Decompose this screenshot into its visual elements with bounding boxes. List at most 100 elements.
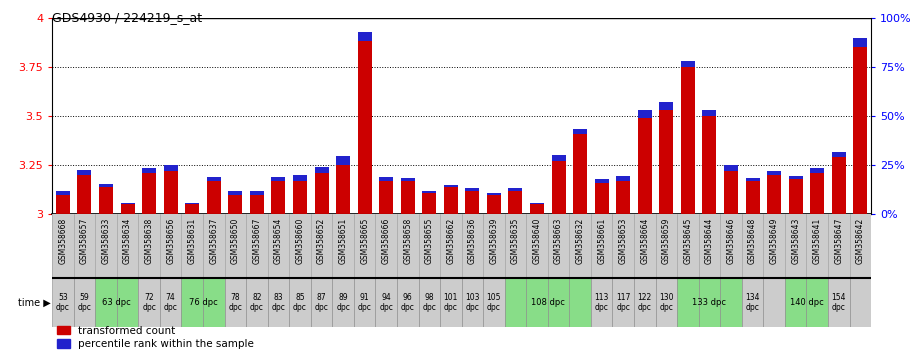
Bar: [724, 171, 738, 214]
Text: GSM358660: GSM358660: [296, 217, 305, 264]
Bar: [336, 156, 350, 165]
Bar: [509, 190, 522, 214]
Bar: [203, 278, 224, 327]
Text: GSM358653: GSM358653: [619, 217, 628, 264]
Text: GSM358640: GSM358640: [533, 217, 542, 264]
Bar: [810, 168, 824, 173]
Bar: [95, 278, 117, 327]
Bar: [418, 278, 440, 327]
Text: GSM358642: GSM358642: [856, 217, 865, 264]
Bar: [78, 175, 92, 214]
Bar: [444, 187, 458, 214]
Text: GSM358655: GSM358655: [425, 217, 434, 264]
Bar: [52, 278, 74, 327]
Bar: [660, 102, 673, 110]
Bar: [509, 188, 522, 190]
Bar: [660, 110, 673, 214]
Bar: [311, 278, 332, 327]
Legend: transformed count, percentile rank within the sample: transformed count, percentile rank withi…: [58, 326, 254, 349]
Text: 154
dpc: 154 dpc: [832, 293, 846, 312]
Bar: [268, 278, 289, 327]
Text: GSM358643: GSM358643: [791, 217, 800, 264]
Bar: [832, 157, 845, 214]
Bar: [185, 204, 199, 214]
Bar: [810, 173, 824, 214]
Bar: [185, 203, 199, 204]
Bar: [505, 278, 526, 327]
Text: 87
dpc: 87 dpc: [315, 293, 328, 312]
Bar: [703, 110, 716, 116]
Bar: [56, 194, 70, 214]
Bar: [612, 278, 634, 327]
Bar: [526, 278, 548, 327]
Bar: [785, 278, 806, 327]
Bar: [358, 32, 371, 41]
Text: GSM358662: GSM358662: [447, 217, 456, 264]
Bar: [379, 181, 393, 214]
Bar: [703, 116, 716, 214]
Text: 89
dpc: 89 dpc: [336, 293, 350, 312]
Text: 122
dpc: 122 dpc: [638, 293, 651, 312]
Bar: [573, 129, 587, 133]
Text: GSM358661: GSM358661: [597, 217, 607, 264]
Bar: [224, 278, 246, 327]
Text: GSM358658: GSM358658: [404, 217, 413, 264]
Bar: [789, 179, 802, 214]
Bar: [293, 181, 307, 214]
Text: 133 dpc: 133 dpc: [693, 298, 727, 307]
Bar: [767, 175, 781, 214]
Bar: [573, 133, 587, 214]
Bar: [293, 175, 307, 181]
Bar: [552, 161, 565, 214]
Text: 96
dpc: 96 dpc: [401, 293, 414, 312]
Bar: [229, 194, 242, 214]
Text: 85
dpc: 85 dpc: [293, 293, 307, 312]
Bar: [806, 278, 828, 327]
Bar: [401, 181, 414, 214]
Text: GSM358647: GSM358647: [834, 217, 844, 264]
Bar: [746, 181, 759, 214]
Bar: [332, 278, 354, 327]
Bar: [724, 165, 738, 171]
Text: 78
dpc: 78 dpc: [229, 293, 242, 312]
Bar: [289, 278, 311, 327]
Bar: [315, 167, 328, 173]
Text: GSM358668: GSM358668: [59, 217, 68, 264]
Text: GSM358638: GSM358638: [145, 217, 154, 264]
Bar: [99, 184, 113, 187]
Bar: [375, 278, 397, 327]
Bar: [720, 278, 742, 327]
Bar: [487, 193, 501, 194]
Text: GSM358667: GSM358667: [253, 217, 262, 264]
Text: GSM358645: GSM358645: [684, 217, 693, 264]
Bar: [142, 168, 156, 173]
Text: 130
dpc: 130 dpc: [659, 293, 673, 312]
Bar: [117, 278, 138, 327]
Bar: [487, 194, 501, 214]
Bar: [246, 278, 268, 327]
Bar: [638, 118, 651, 214]
Text: GSM358635: GSM358635: [511, 217, 520, 264]
Text: GDS4930 / 224219_s_at: GDS4930 / 224219_s_at: [52, 11, 202, 24]
Bar: [483, 278, 505, 327]
Bar: [272, 177, 285, 181]
Text: GSM358657: GSM358657: [80, 217, 89, 264]
Text: 74
dpc: 74 dpc: [164, 293, 178, 312]
Bar: [354, 278, 375, 327]
Bar: [358, 41, 371, 214]
Bar: [616, 181, 630, 214]
Bar: [121, 204, 135, 214]
Bar: [121, 203, 135, 204]
Bar: [181, 278, 203, 327]
Text: GSM358664: GSM358664: [640, 217, 650, 264]
Text: GSM358663: GSM358663: [554, 217, 563, 264]
Text: GSM358652: GSM358652: [317, 217, 326, 264]
Text: 105
dpc: 105 dpc: [487, 293, 501, 312]
Text: GSM358631: GSM358631: [188, 217, 197, 264]
Text: GSM358632: GSM358632: [576, 217, 585, 264]
Bar: [789, 176, 802, 179]
Text: GSM358654: GSM358654: [274, 217, 283, 264]
Bar: [854, 47, 867, 214]
Bar: [591, 278, 612, 327]
Text: 82
dpc: 82 dpc: [250, 293, 264, 312]
